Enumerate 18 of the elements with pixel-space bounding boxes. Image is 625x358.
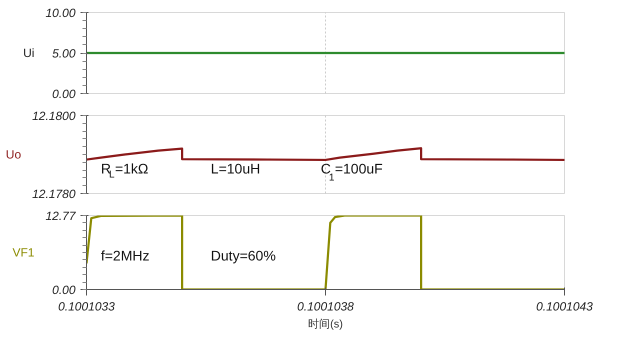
y-tick-label: 12.77 <box>45 209 77 223</box>
y-tick-label: 0.00 <box>52 87 76 101</box>
y-axis-title: Ui <box>23 46 34 60</box>
x-tick-label: 0.1001043 <box>536 300 594 314</box>
y-axis-title: VF1 <box>12 246 35 260</box>
line-series <box>86 147 564 162</box>
annotation: Duty=60% <box>210 248 276 264</box>
annotation: f=2MHz <box>100 248 150 264</box>
y-axis-title: Uo <box>6 148 22 162</box>
annotation: L=10uH <box>210 160 260 176</box>
y-tick-label: 10.00 <box>45 6 76 20</box>
x-tick-label: 0.1001033 <box>58 300 116 314</box>
y-tick-label: 5.00 <box>52 46 76 60</box>
x-axis-title: 时间(s) <box>308 318 343 330</box>
y-tick-label: 12.1780 <box>32 187 76 201</box>
x-tick-label: 0.1001038 <box>297 300 354 314</box>
y-tick-label: 0.00 <box>52 283 76 297</box>
y-tick-label: 12.1800 <box>32 109 76 123</box>
